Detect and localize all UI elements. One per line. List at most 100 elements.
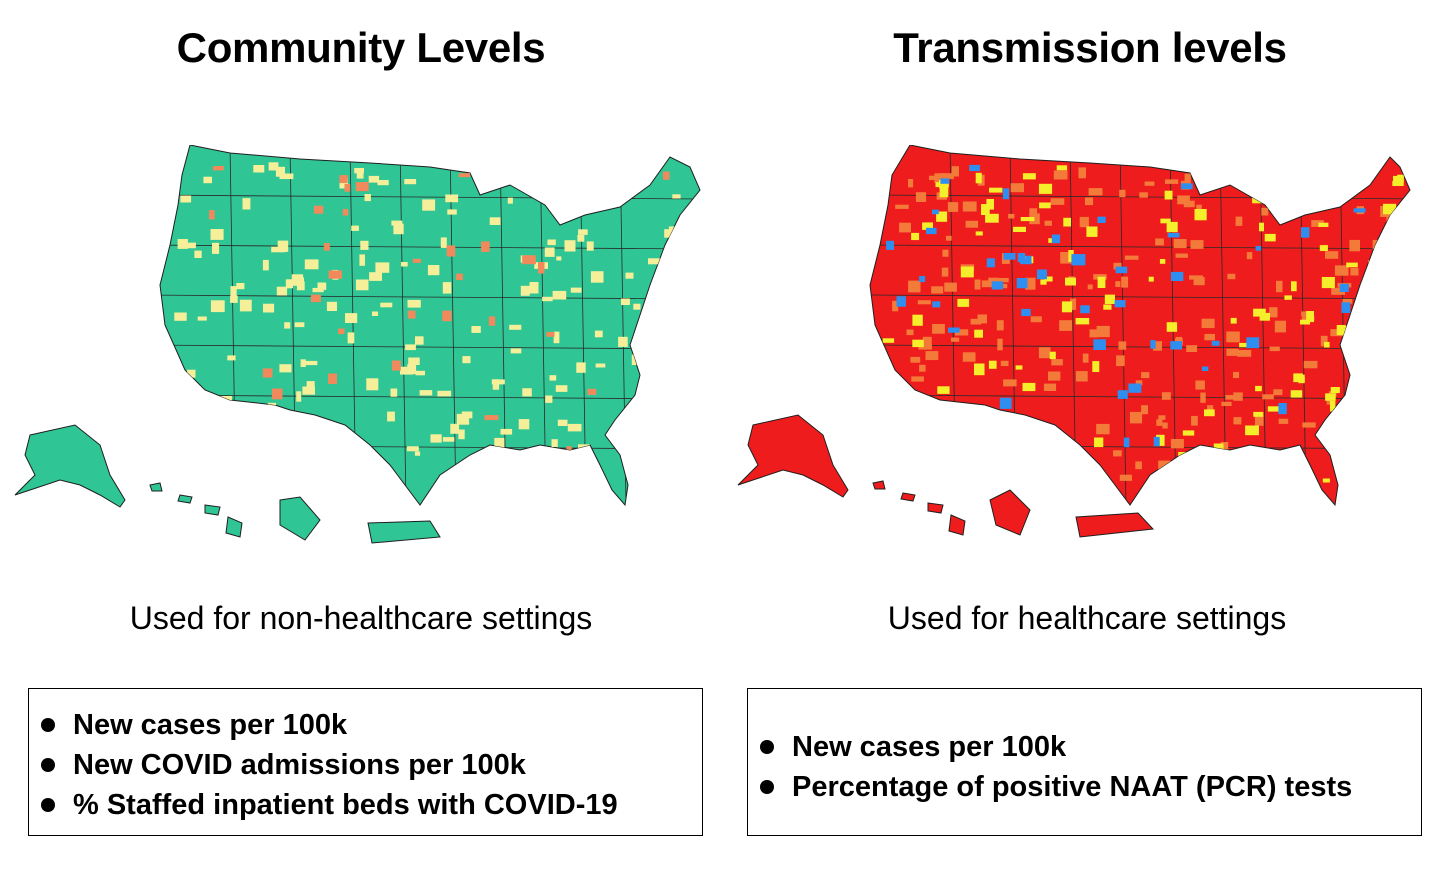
state-border (160, 244, 700, 250)
county-patch (1117, 390, 1128, 399)
county-patch (1155, 238, 1164, 246)
county-patch (271, 388, 283, 400)
county-patch (886, 240, 894, 250)
community-levels-criteria-box: New cases per 100k New COVID admissions … (28, 688, 703, 836)
community-levels-title: Community Levels (176, 24, 546, 71)
bullet-dot-icon (760, 780, 774, 794)
county-patch (1118, 341, 1127, 350)
county-patch (595, 363, 606, 368)
county-patch (672, 194, 681, 199)
county-patch (253, 165, 265, 173)
county-patch (1301, 311, 1309, 317)
county-patch (957, 298, 970, 307)
county-patch (974, 363, 985, 376)
county-patch (1056, 165, 1068, 171)
county-patch (1181, 183, 1193, 190)
county-patch (908, 179, 914, 188)
county-patch (1075, 318, 1090, 325)
county-patch (242, 198, 251, 210)
county-patch (986, 199, 994, 210)
county-patch (239, 299, 252, 312)
county-patch (212, 242, 220, 254)
county-patch (1115, 266, 1128, 274)
county-patch (986, 258, 995, 268)
county-patch (1293, 373, 1303, 383)
county-patch (456, 273, 463, 281)
county-patch (1044, 276, 1053, 282)
county-patch (279, 364, 292, 373)
county-patch (946, 235, 952, 241)
county-patch (1182, 430, 1195, 436)
county-patch (935, 182, 949, 188)
county-patch (553, 331, 560, 344)
county-patch (1226, 331, 1240, 343)
county-patch (1325, 393, 1336, 401)
county-patch (305, 360, 318, 366)
county-patch (1278, 403, 1287, 415)
county-patch (377, 180, 389, 186)
county-patch (1341, 302, 1351, 313)
county-patch (230, 295, 238, 303)
county-patch (941, 267, 949, 277)
county-patch (484, 415, 499, 421)
county-patch (184, 242, 196, 249)
state-border (160, 394, 700, 400)
alaska (737, 414, 849, 498)
county-patch (997, 338, 1003, 351)
county-patch (174, 312, 187, 321)
county-patch (544, 247, 555, 257)
county-patch (1393, 175, 1400, 182)
county-patch (1284, 295, 1292, 300)
community-levels-panel: Community Levels Used for non-healthcare… (14, 24, 703, 836)
county-patch (326, 301, 337, 311)
county-patch (1165, 179, 1179, 184)
county-patch (1087, 284, 1093, 290)
county-patch (1175, 253, 1188, 258)
county-patch (400, 366, 414, 375)
county-patch (996, 320, 1004, 331)
county-patch (1254, 415, 1264, 426)
county-patch (1255, 385, 1262, 392)
county-patch (407, 364, 417, 374)
county-patch (1321, 277, 1335, 289)
county-patch (1183, 200, 1195, 208)
county-patch (1161, 392, 1171, 400)
county-patch (542, 296, 553, 302)
county-patch (1050, 198, 1065, 205)
criteria-item: % Staffed inpatient beds with COVID-19 (41, 785, 702, 825)
county-patch (954, 329, 969, 336)
county-patch (1324, 341, 1330, 348)
county-patch (1113, 262, 1122, 270)
county-patch (912, 339, 924, 348)
county-patch (262, 368, 273, 378)
county-patch (1259, 312, 1270, 321)
county-patch (1302, 422, 1316, 428)
county-patch (481, 241, 490, 252)
county-patch (947, 202, 959, 212)
county-patch (1325, 251, 1339, 259)
county-patch (522, 388, 532, 397)
county-patch (1051, 234, 1061, 244)
county-patch (1025, 277, 1036, 290)
county-patch (430, 434, 442, 443)
county-patch (180, 195, 192, 203)
county-patch (197, 316, 207, 321)
county-patch (312, 287, 324, 293)
county-patch (1121, 276, 1129, 288)
county-patch (520, 285, 530, 296)
county-patch (187, 369, 196, 378)
county-patch (618, 336, 628, 347)
county-patch (510, 348, 522, 354)
county-patch (662, 171, 670, 180)
county-patch (926, 227, 937, 235)
county-patch (1139, 192, 1148, 198)
state-border (399, 145, 407, 505)
county-patch (407, 310, 416, 319)
county-patch (1150, 340, 1156, 349)
county-patch (462, 356, 471, 364)
county-patch (1336, 325, 1346, 336)
county-patch (625, 272, 634, 279)
county-patch (1144, 181, 1155, 186)
county-patch (1000, 360, 1009, 367)
county-patch (1039, 202, 1051, 209)
